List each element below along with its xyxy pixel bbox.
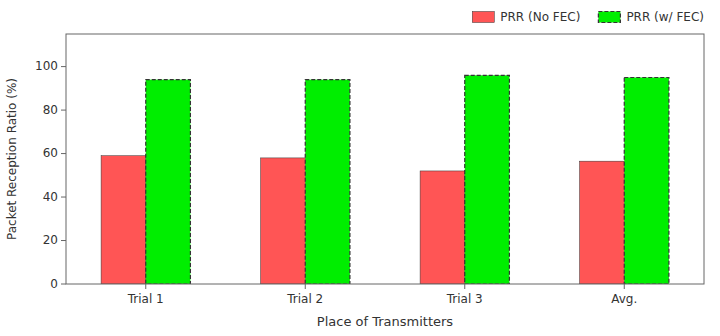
bar bbox=[305, 80, 350, 284]
x-tick-label: Trial 3 bbox=[446, 292, 483, 306]
legend-item: PRR (No FEC) bbox=[472, 10, 580, 24]
bar bbox=[146, 80, 191, 284]
legend: PRR (No FEC) PRR (w/ FEC) bbox=[472, 10, 704, 24]
y-tick bbox=[61, 110, 66, 111]
bar bbox=[420, 171, 465, 284]
x-tick bbox=[145, 284, 146, 289]
chart-svg: 0 20 40 60 80 100 Trial 1 Trial 2 Trial 3 Avg. Pla… bbox=[0, 0, 720, 336]
y-tick-label: 40 bbox=[43, 190, 58, 204]
bar bbox=[261, 158, 306, 284]
y-tick-label: 60 bbox=[43, 146, 58, 160]
x-tick bbox=[464, 284, 465, 289]
y-tick-label: 20 bbox=[43, 233, 58, 247]
bar bbox=[624, 77, 669, 284]
y-axis-label: Packet Reception Ratio (%) bbox=[5, 78, 19, 240]
legend-label: PRR (No FEC) bbox=[500, 10, 580, 24]
page: {"chart_data": {"type": "bar", "categori… bbox=[0, 0, 720, 336]
plot-frame bbox=[66, 34, 704, 284]
legend-item: PRR (w/ FEC) bbox=[598, 10, 704, 24]
y-axis: 0 20 40 60 80 100 bbox=[35, 59, 66, 290]
y-tick bbox=[61, 284, 66, 285]
legend-swatch bbox=[472, 12, 494, 23]
bars bbox=[101, 75, 669, 284]
x-tick bbox=[305, 284, 306, 289]
y-tick bbox=[61, 153, 66, 154]
legend-label: PRR (w/ FEC) bbox=[626, 10, 704, 24]
bar bbox=[580, 161, 625, 284]
x-axis: Trial 1 Trial 2 Trial 3 Avg. bbox=[127, 284, 638, 306]
x-axis-label: Place of Transmitters bbox=[317, 314, 454, 329]
y-tick-label: 0 bbox=[50, 277, 58, 291]
x-tick-label: Avg. bbox=[611, 292, 637, 306]
y-tick bbox=[61, 197, 66, 198]
y-tick-label: 100 bbox=[35, 59, 58, 73]
x-tick-label: Trial 1 bbox=[127, 292, 164, 306]
x-tick-label: Trial 2 bbox=[286, 292, 323, 306]
bar bbox=[465, 75, 510, 284]
y-tick bbox=[61, 240, 66, 241]
y-tick bbox=[61, 66, 66, 67]
chart-container: 0 20 40 60 80 100 Trial 1 Trial 2 Trial 3 Avg. Pla… bbox=[0, 0, 720, 336]
legend-swatch bbox=[598, 12, 620, 23]
y-tick-label: 80 bbox=[43, 103, 58, 117]
x-tick bbox=[624, 284, 625, 289]
bar bbox=[101, 156, 146, 284]
